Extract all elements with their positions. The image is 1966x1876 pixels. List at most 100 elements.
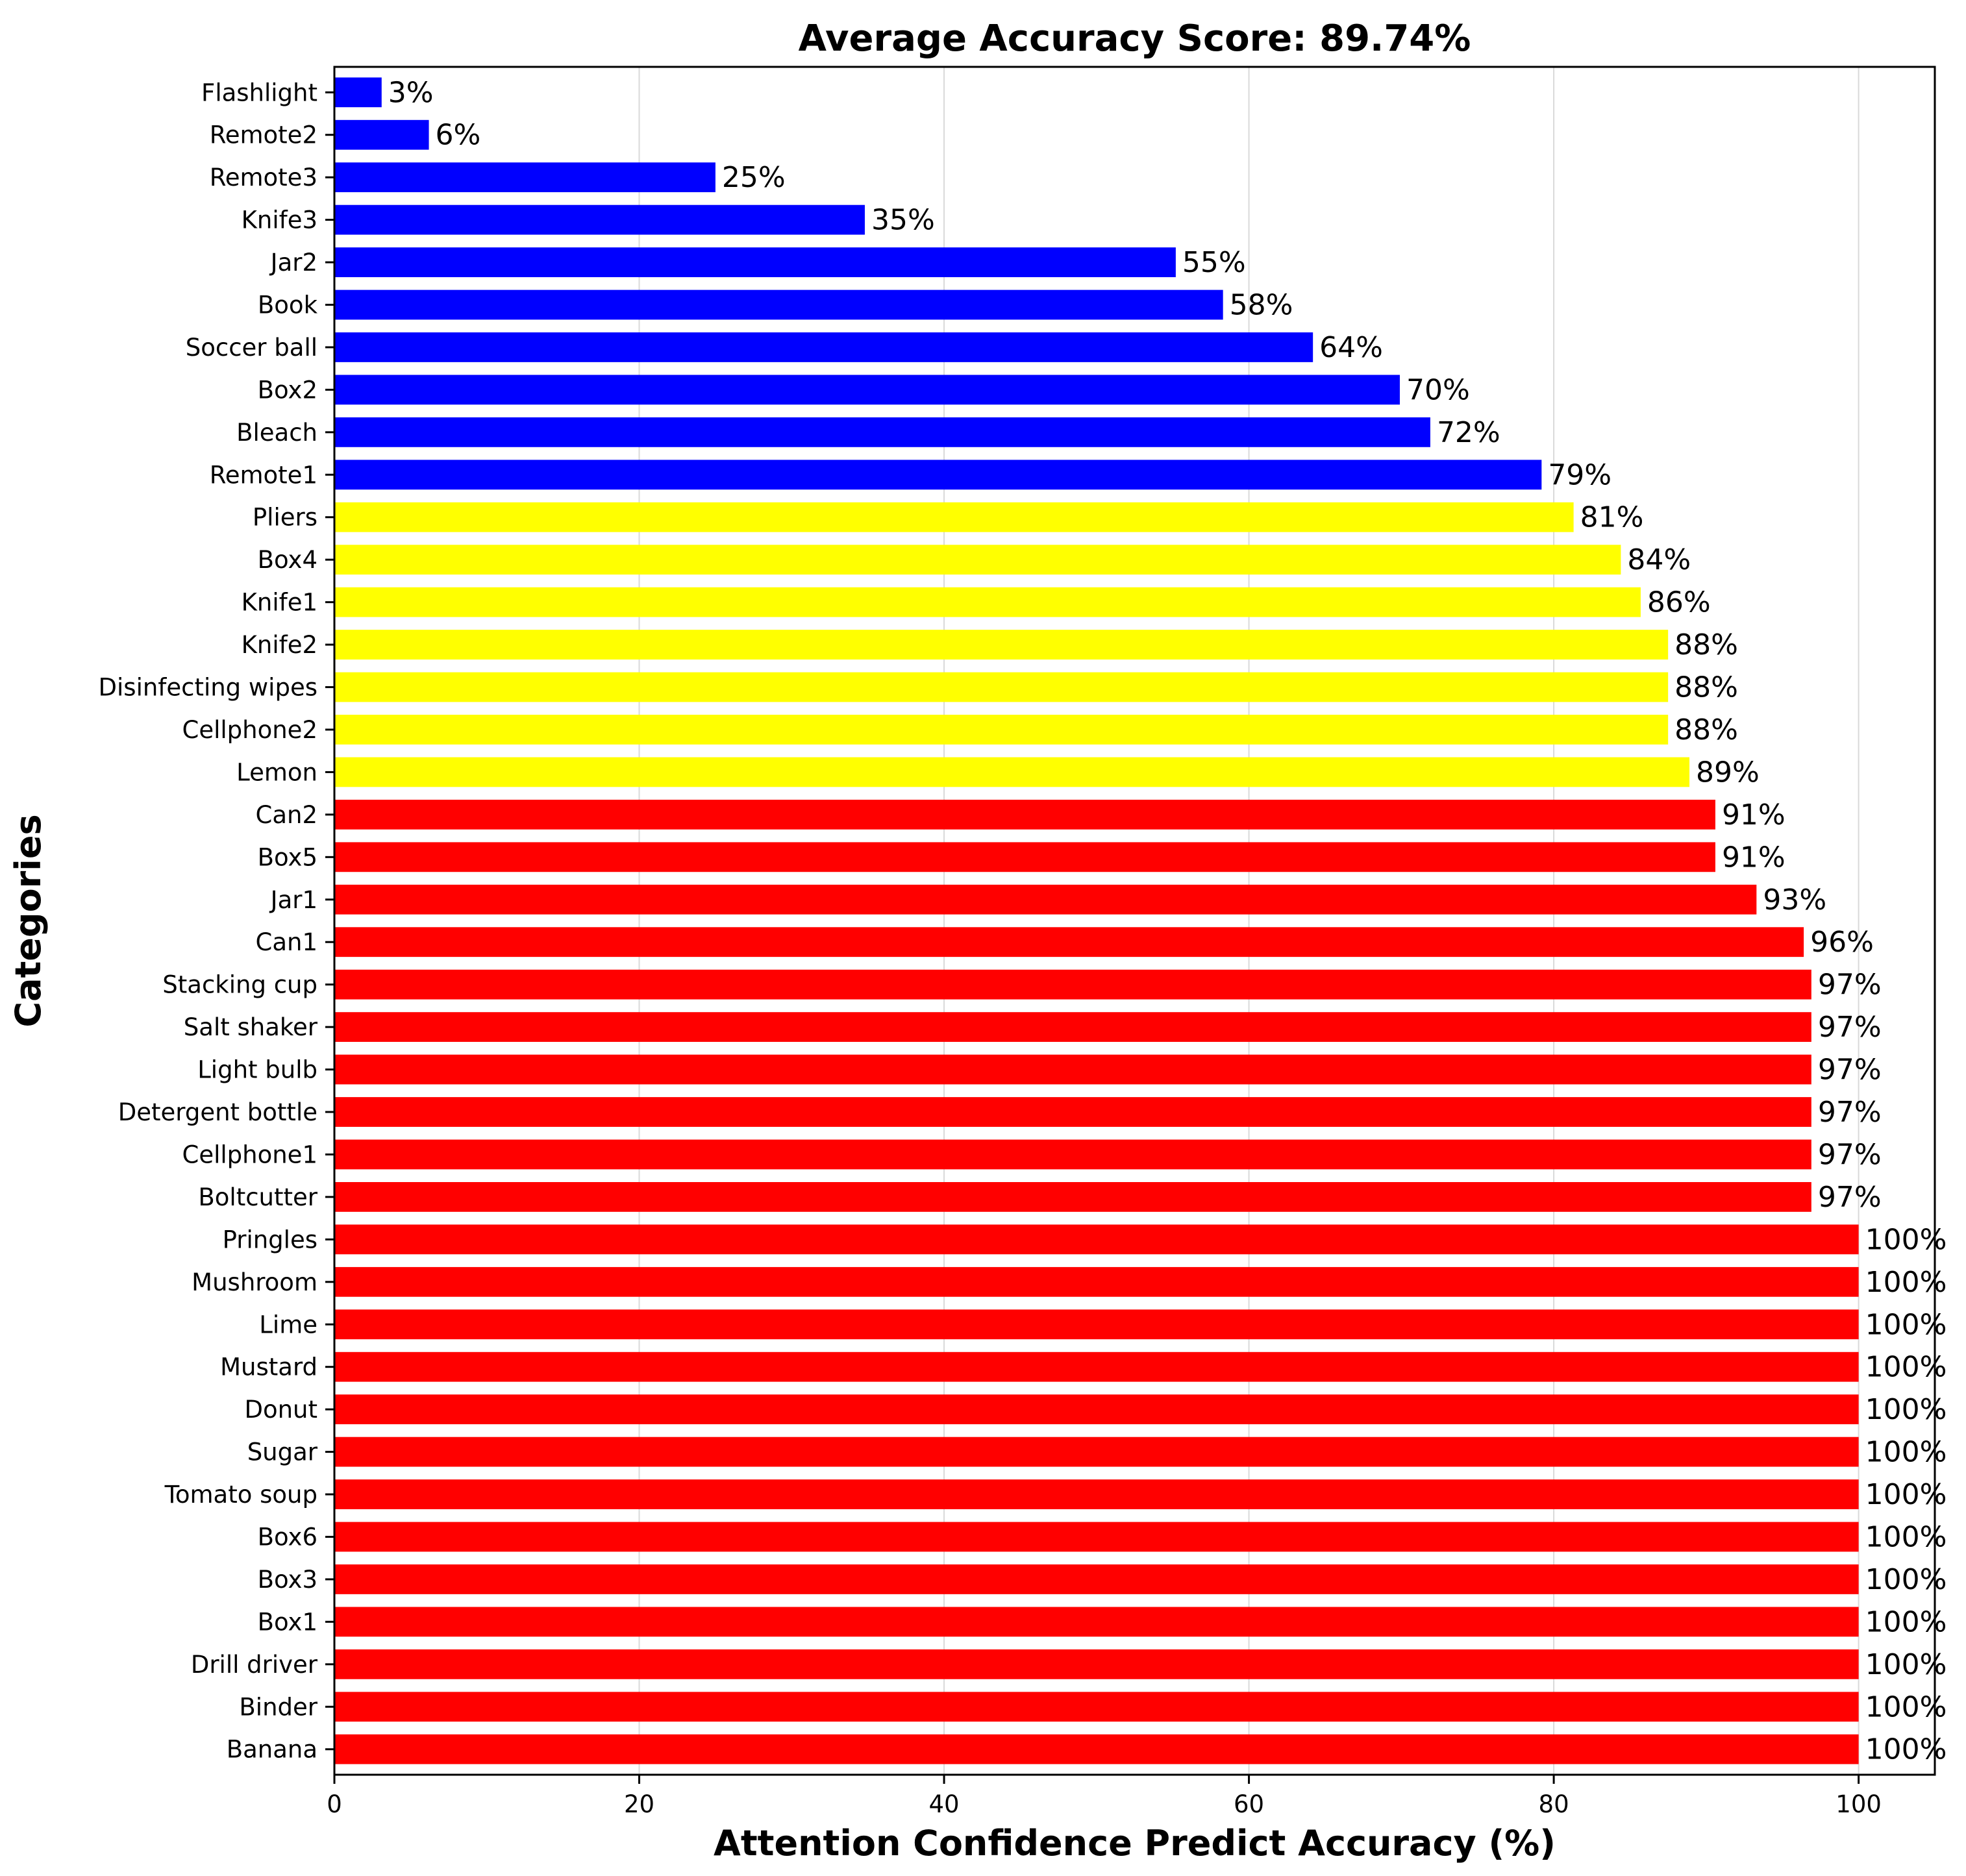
y-tick-label: Book bbox=[258, 291, 318, 319]
y-tick-label: Mushroom bbox=[192, 1268, 317, 1296]
y-tick-label: Binder bbox=[239, 1693, 317, 1721]
plot-frame bbox=[333, 66, 1936, 1776]
bar-value-label: 79% bbox=[1548, 458, 1611, 491]
bar-value-label: 100% bbox=[1865, 1733, 1947, 1766]
y-tick-label: Knife1 bbox=[242, 589, 317, 617]
bar-value-label: 100% bbox=[1865, 1351, 1947, 1384]
bar bbox=[334, 204, 865, 235]
bar bbox=[334, 290, 1223, 320]
y-tick-label: Boltcutter bbox=[198, 1183, 317, 1211]
bar-value-label: 100% bbox=[1865, 1520, 1947, 1553]
bar bbox=[334, 1692, 1859, 1722]
bar bbox=[334, 1479, 1859, 1509]
bar bbox=[334, 1309, 1859, 1340]
bar bbox=[334, 757, 1690, 787]
bar-value-label: 100% bbox=[1865, 1308, 1947, 1341]
bar bbox=[334, 969, 1811, 1000]
bar bbox=[334, 927, 1804, 957]
y-tick-label: Sugar bbox=[247, 1438, 318, 1466]
y-tick-label: Box4 bbox=[258, 546, 317, 574]
bar bbox=[334, 1437, 1859, 1467]
bar bbox=[334, 799, 1715, 830]
bar-value-label: 35% bbox=[871, 204, 935, 237]
y-tick-label: Disinfecting wipes bbox=[99, 674, 317, 702]
x-tick-label: 20 bbox=[624, 1790, 654, 1818]
y-tick-label: Remote1 bbox=[210, 461, 317, 489]
bar-value-label: 86% bbox=[1647, 586, 1711, 619]
y-tick-label: Can1 bbox=[256, 928, 318, 956]
x-tick-label: 80 bbox=[1539, 1790, 1569, 1818]
bar-value-labels: 3%6% 25% 35% 55% 58% 64% 70% 72% 79% 81% 84% 86% 88%… bbox=[388, 76, 1947, 1766]
bar-value-label: 72% bbox=[1437, 416, 1500, 449]
bar bbox=[334, 1139, 1811, 1170]
bar-value-label: 70% bbox=[1406, 373, 1470, 406]
bar-value-label: 84% bbox=[1627, 543, 1691, 576]
y-tick-label: Detergent bottle bbox=[118, 1098, 317, 1126]
bar bbox=[334, 1649, 1859, 1679]
y-tick-label: Salt shaker bbox=[184, 1013, 318, 1041]
bar bbox=[334, 1522, 1859, 1552]
y-tick-label: Donut bbox=[244, 1396, 317, 1424]
chart-title: Average Accuracy Score: 89.74% bbox=[799, 18, 1471, 60]
bar-value-label: 100% bbox=[1865, 1393, 1947, 1426]
y-tick-label: Remote3 bbox=[210, 164, 317, 191]
bar-value-label: 97% bbox=[1818, 969, 1882, 1002]
bar bbox=[334, 119, 429, 150]
y-tick-label: Knife2 bbox=[242, 631, 317, 659]
bar bbox=[334, 1224, 1859, 1255]
bar bbox=[334, 1182, 1811, 1212]
y-tick-label: Lemon bbox=[236, 758, 317, 786]
bar-value-label: 3% bbox=[388, 76, 434, 109]
bar bbox=[334, 587, 1641, 617]
bar-value-label: 97% bbox=[1818, 1011, 1882, 1044]
bar bbox=[334, 1607, 1859, 1637]
x-tick-label: 60 bbox=[1234, 1790, 1264, 1818]
bar bbox=[334, 1351, 1859, 1382]
bar-value-label: 81% bbox=[1580, 501, 1644, 534]
bar bbox=[334, 1054, 1811, 1085]
bar bbox=[334, 502, 1574, 532]
bar bbox=[334, 162, 715, 193]
y-axis-ticks: Flashlight Remote2 Remote3 Knife3 Jar2 Book So… bbox=[99, 79, 334, 1764]
bar bbox=[334, 1394, 1859, 1425]
bar bbox=[334, 842, 1715, 872]
bar-value-label: 100% bbox=[1865, 1648, 1947, 1681]
bar bbox=[334, 1266, 1859, 1297]
y-tick-label: Soccer ball bbox=[186, 334, 317, 362]
bar-value-label: 88% bbox=[1674, 628, 1738, 661]
bar-value-label: 100% bbox=[1865, 1436, 1947, 1469]
x-tick-label: 100 bbox=[1835, 1790, 1882, 1818]
bar-value-label: 91% bbox=[1722, 798, 1786, 832]
bar-value-label: 64% bbox=[1319, 331, 1383, 364]
bar bbox=[334, 332, 1313, 362]
bar bbox=[334, 1097, 1811, 1127]
bar bbox=[334, 630, 1669, 660]
y-tick-label: Jar1 bbox=[269, 886, 317, 914]
x-tick-label: 40 bbox=[929, 1790, 960, 1818]
bar-value-label: 96% bbox=[1810, 926, 1874, 959]
bar bbox=[334, 545, 1621, 575]
bar bbox=[334, 375, 1400, 405]
bar-value-label: 89% bbox=[1696, 756, 1760, 789]
y-tick-label: Box1 bbox=[258, 1608, 317, 1636]
bar-value-label: 88% bbox=[1674, 671, 1738, 704]
bar-value-label: 91% bbox=[1722, 841, 1786, 874]
bar-value-label: 58% bbox=[1230, 289, 1293, 322]
bar bbox=[334, 460, 1542, 490]
y-tick-label: Box3 bbox=[258, 1566, 317, 1594]
bar-value-label: 100% bbox=[1865, 1478, 1947, 1511]
y-tick-label: Knife3 bbox=[242, 206, 317, 234]
y-tick-label: Cellphone2 bbox=[182, 716, 318, 744]
bar-value-label: 97% bbox=[1818, 1181, 1882, 1214]
y-axis-label: Categories bbox=[8, 814, 49, 1027]
bar bbox=[334, 884, 1757, 915]
bar-value-label: 97% bbox=[1818, 1096, 1882, 1129]
x-axis-label: Attention Confidence Predict Accuracy (%… bbox=[714, 1823, 1556, 1864]
bar-series bbox=[334, 77, 1859, 1764]
bar-value-label: 100% bbox=[1865, 1605, 1947, 1638]
bar-value-label: 93% bbox=[1763, 883, 1826, 917]
bar-value-label: 97% bbox=[1818, 1054, 1882, 1087]
y-tick-label: Flashlight bbox=[201, 79, 317, 106]
y-tick-label: Pliers bbox=[253, 504, 317, 532]
